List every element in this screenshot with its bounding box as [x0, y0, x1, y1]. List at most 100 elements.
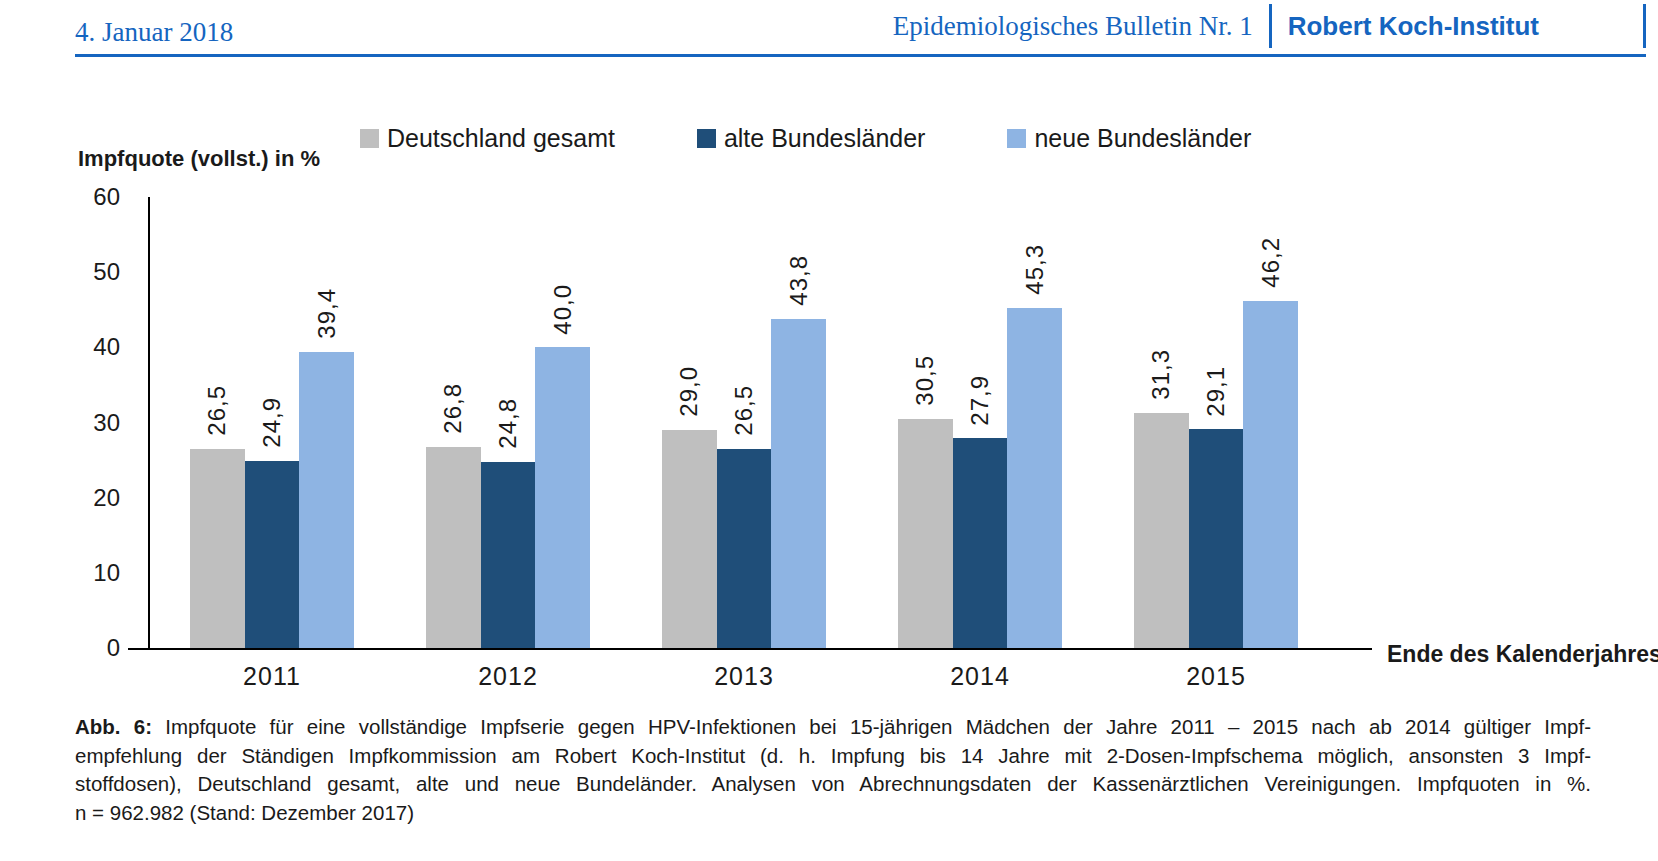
bar-2011-series-3 [299, 352, 354, 648]
header-institute: Robert Koch-Institut [1288, 11, 1539, 42]
x-tick-2012: 2012 [426, 662, 590, 691]
page-header: 4. Januar 2018 Epidemiologisches Bulleti… [75, 0, 1646, 57]
bar-value-label: 24,9 [258, 397, 286, 452]
bar-value-label: 29,1 [1202, 366, 1230, 421]
bar-value-text: 30,5 [911, 355, 939, 406]
bar-value-text: 31,3 [1147, 349, 1175, 400]
bar-value-label: 26,5 [730, 385, 758, 440]
legend-swatch-icon [1007, 129, 1026, 148]
bar-value-label: 31,3 [1147, 349, 1175, 404]
bar-2015-series-3 [1243, 301, 1298, 648]
bar-group-2014: 30,527,945,32014 [898, 197, 1062, 648]
legend-item-3: neue Bundesländer [1007, 124, 1251, 153]
bar-2015-series-2 [1189, 429, 1244, 648]
header-bulletin-title: Epidemiologisches Bulletin Nr. 1 [893, 11, 1253, 42]
y-axis-ticks: 0102030405060 [0, 197, 120, 648]
legend-item-1: Deutschland gesamt [360, 124, 615, 153]
bar-value-text: 24,9 [258, 397, 286, 448]
bar-value-text: 27,9 [966, 375, 994, 426]
bar-slot: 29,0 [662, 197, 717, 648]
bar-group-2012: 26,824,840,02012 [426, 197, 590, 648]
y-tick-60: 60 [93, 183, 120, 211]
bar-2014-series-3 [1007, 308, 1062, 649]
bar-slot: 26,8 [426, 197, 481, 648]
bar-2013-series-1 [662, 430, 717, 648]
bar-value-text: 43,8 [785, 255, 813, 306]
bar-value-text: 39,4 [313, 288, 341, 339]
bar-2015-series-1 [1134, 413, 1189, 648]
legend-swatch-icon [697, 129, 716, 148]
caption-line-3: stoffdosen), Deutschland gesamt, alte un… [75, 770, 1591, 799]
y-axis-title: Impfquote (vollst.) in % [78, 146, 320, 172]
bar-value-label: 30,5 [911, 355, 939, 410]
x-axis-title: Ende des Kalenderjahres [1387, 641, 1658, 668]
bar-value-label: 40,0 [549, 284, 577, 339]
header-date: 4. Januar 2018 [75, 17, 233, 48]
bar-slot: 26,5 [717, 197, 772, 648]
bar-2011-series-1 [190, 449, 245, 648]
bar-2013-series-2 [717, 449, 772, 648]
bar-slot: 26,5 [190, 197, 245, 648]
bar-value-text: 29,0 [675, 366, 703, 417]
x-tick-2013: 2013 [662, 662, 826, 691]
y-tick-50: 50 [93, 258, 120, 286]
bar-value-label: 46,2 [1257, 237, 1285, 292]
bar-value-text: 45,3 [1021, 244, 1049, 295]
bar-value-label: 39,4 [313, 288, 341, 343]
bar-slot: 30,5 [898, 197, 953, 648]
bar-group-2011: 26,524,939,42011 [190, 197, 354, 648]
bar-slot: 31,3 [1134, 197, 1189, 648]
y-tick-20: 20 [93, 484, 120, 512]
legend-label: Deutschland gesamt [387, 124, 615, 153]
bar-slot: 27,9 [953, 197, 1008, 648]
y-tick-10: 10 [93, 559, 120, 587]
bar-value-text: 46,2 [1257, 237, 1285, 288]
legend-swatch-icon [360, 129, 379, 148]
bar-slot: 43,8 [771, 197, 826, 648]
bar-2012-series-3 [535, 347, 590, 648]
bar-slot: 45,3 [1007, 197, 1062, 648]
bar-value-text: 26,5 [203, 385, 231, 436]
bar-value-label: 26,5 [203, 385, 231, 440]
bar-2012-series-1 [426, 447, 481, 648]
bar-slot: 39,4 [299, 197, 354, 648]
caption-figure-label: Abb. 6: [75, 715, 152, 738]
caption-line-1-text: Impfquote für eine vollständige Impfseri… [165, 715, 1591, 738]
bar-slot: 40,0 [535, 197, 590, 648]
legend-label: neue Bundesländer [1034, 124, 1251, 153]
caption-line-4: n = 962.982 (Stand: Dezember 2017) [75, 799, 1591, 828]
bar-value-label: 26,8 [439, 383, 467, 438]
bar-groups: 26,524,939,4201126,824,840,0201229,026,5… [150, 197, 1372, 648]
caption-line-1: Abb. 6: Impfquote für eine vollständige … [75, 713, 1591, 742]
legend-item-2: alte Bundesländer [697, 124, 926, 153]
legend-label: alte Bundesländer [724, 124, 926, 153]
bar-value-text: 26,5 [730, 385, 758, 436]
y-tick-40: 40 [93, 333, 120, 361]
bar-value-label: 43,8 [785, 255, 813, 310]
bar-slot: 24,8 [481, 197, 536, 648]
header-divider-right [1643, 4, 1646, 48]
bar-2011-series-2 [245, 461, 300, 648]
bar-2012-series-2 [481, 462, 536, 648]
bar-group-2015: 31,329,146,22015 [1134, 197, 1298, 648]
y-tick-0: 0 [107, 634, 120, 662]
x-tick-2014: 2014 [898, 662, 1062, 691]
header-right: Epidemiologisches Bulletin Nr. 1 Robert … [893, 4, 1646, 48]
bar-2013-series-3 [771, 319, 826, 648]
bar-slot: 24,9 [245, 197, 300, 648]
bar-chart-plot: 26,524,939,4201126,824,840,0201229,026,5… [148, 197, 1372, 650]
caption-line-2: empfehlung der Ständigen Impfkommission … [75, 742, 1591, 771]
bar-value-label: 24,8 [494, 398, 522, 453]
bar-2014-series-1 [898, 419, 953, 648]
bar-value-label: 45,3 [1021, 244, 1049, 299]
bar-value-text: 40,0 [549, 284, 577, 335]
bar-slot: 29,1 [1189, 197, 1244, 648]
y-tick-30: 30 [93, 409, 120, 437]
x-axis-line-extension [128, 648, 150, 650]
x-tick-2015: 2015 [1134, 662, 1298, 691]
bar-value-text: 26,8 [439, 383, 467, 434]
bar-group-2013: 29,026,543,82013 [662, 197, 826, 648]
bar-value-text: 24,8 [494, 398, 522, 449]
bar-2014-series-2 [953, 438, 1008, 648]
figure-caption: Abb. 6: Impfquote für eine vollständige … [75, 713, 1591, 827]
